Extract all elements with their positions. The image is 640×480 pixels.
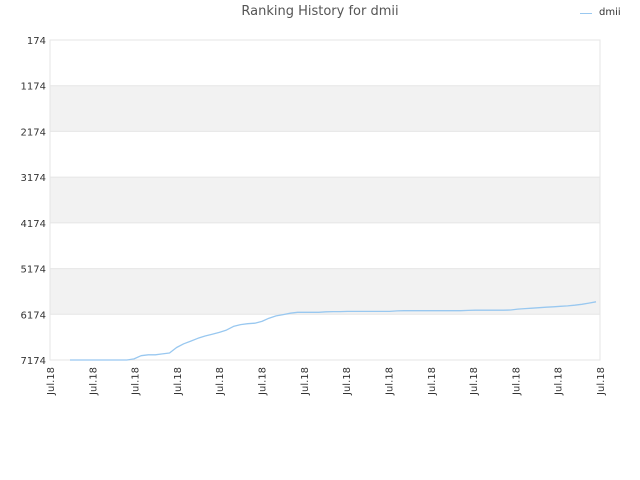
series-line-dmii [70,301,597,361]
x-tick-label: Jul.18 [554,367,565,396]
y-axis-tick-labels: 174 1174 2174 3174 4174 5174 6174 7174 [21,36,46,367]
x-tick-label: Jul.18 [173,367,184,396]
plot-band [50,40,600,86]
x-tick-label: Jul.18 [511,367,522,396]
y-tick-label: 2174 [21,127,46,138]
y-tick-label: 174 [27,36,46,47]
x-tick-label: Jul.18 [215,367,226,396]
plot-band [50,222,600,269]
y-tick-label: 5174 [21,265,46,276]
x-tick-label: Jul.18 [427,367,438,396]
x-axis-tick-labels: Jul.18 Jul.18 Jul.18 Jul.18 Jul.18 Jul.18 Jul.… [46,367,607,396]
gridlines [50,39,600,361]
chart-title: Ranking History for dmii [241,4,399,19]
y-tick-label: 6174 [21,310,46,321]
legend-label: dmii [599,7,621,18]
x-tick-label: Jul.18 [46,367,57,396]
plot-band [50,268,600,315]
x-tick-label: Jul.18 [300,367,311,396]
plot-band [50,314,600,360]
legend-line-swatch-icon [580,12,592,14]
plot-band [50,177,600,223]
x-tick-label: Jul.18 [342,367,353,396]
x-tick-label: Jul.18 [596,367,607,396]
x-tick-label: Jul.18 [258,367,269,396]
y-tick-label: 7174 [21,356,46,367]
y-tick-label: 4174 [21,219,46,230]
legend[interactable]: dmii [580,7,621,18]
series-lines [70,301,597,361]
x-tick-label: Jul.18 [469,367,480,396]
y-tick-label: 1174 [21,82,46,93]
plot-band [50,131,600,178]
x-tick-label: Jul.18 [384,367,395,396]
y-tick-label: 3174 [21,173,46,184]
x-tick-label: Jul.18 [131,367,142,396]
x-tick-label: Jul.18 [88,367,99,396]
plot-background-bands [49,39,601,361]
plot-band [50,85,600,132]
